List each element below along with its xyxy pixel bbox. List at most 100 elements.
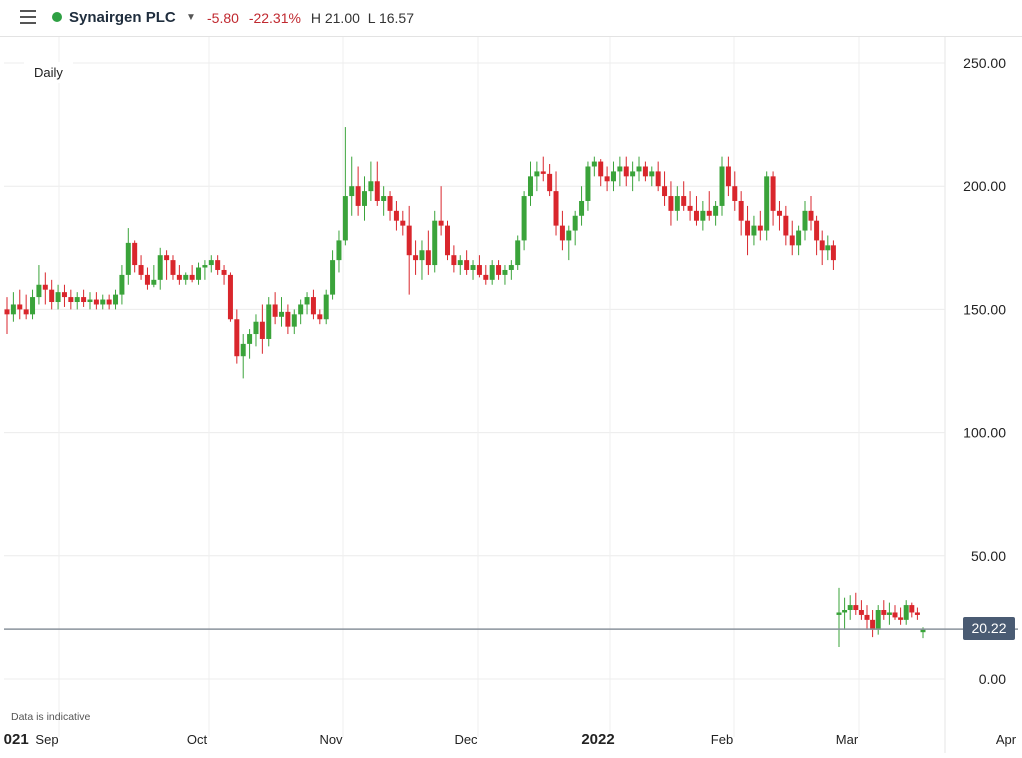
- candle-body: [687, 205, 693, 211]
- candle-body: [751, 225, 757, 236]
- candle-body: [830, 245, 836, 261]
- candle-body: [81, 297, 87, 303]
- candle-body: [870, 619, 876, 630]
- candle-body: [483, 274, 489, 280]
- candle-body: [776, 210, 782, 216]
- candle-body: [892, 612, 898, 618]
- candle-body: [221, 269, 227, 275]
- candle-body: [93, 299, 99, 305]
- candle-body: [909, 605, 915, 613]
- candle-body: [825, 245, 831, 251]
- candle-body: [719, 166, 725, 206]
- candle-body: [164, 255, 170, 261]
- candle-body: [585, 166, 591, 201]
- candle-body: [706, 210, 712, 216]
- candle-body: [374, 181, 380, 201]
- candle-body: [176, 274, 182, 280]
- candle-body: [304, 297, 310, 305]
- instrument-title[interactable]: Synairgen PLC: [69, 9, 176, 26]
- candle-body: [259, 321, 265, 339]
- candle-body: [387, 196, 393, 211]
- candle-body: [202, 265, 208, 268]
- candle-body: [470, 265, 476, 270]
- candlestick-chart[interactable]: 250.00 200.00 150.00 100.00 50.00 0.00 2021 Sep…: [0, 37, 1018, 753]
- candle-body: [864, 614, 870, 620]
- candle-body: [23, 309, 29, 315]
- candle-body: [836, 612, 842, 615]
- candle-body: [842, 610, 848, 613]
- candle-body: [534, 171, 540, 177]
- candle-body: [113, 294, 119, 305]
- candle-body: [342, 196, 348, 241]
- candle-body: [240, 343, 246, 357]
- candle-body: [617, 166, 623, 172]
- candle-body: [508, 265, 514, 270]
- candle-body: [4, 309, 10, 315]
- candle-body: [266, 304, 272, 339]
- x-tick-label: 2021: [4, 731, 29, 748]
- candle-body: [196, 267, 202, 280]
- candle-body: [642, 166, 648, 177]
- candle-body: [700, 210, 706, 221]
- data-disclaimer: Data is indicative: [11, 711, 91, 723]
- caret-down-icon[interactable]: ▼: [186, 12, 196, 23]
- candle-body: [189, 274, 195, 280]
- candle-body: [738, 200, 744, 221]
- candle-body: [272, 304, 278, 317]
- candle-body: [10, 304, 16, 315]
- candle-body: [572, 215, 578, 231]
- candle-body: [234, 319, 240, 357]
- y-tick-label: 200.00: [963, 178, 1006, 194]
- candle-body: [875, 610, 881, 630]
- x-tick-label: Apr: [996, 732, 1017, 747]
- candle-body: [630, 171, 636, 177]
- candle-body: [521, 196, 527, 241]
- market-status-dot: [52, 12, 62, 22]
- candle-body: [170, 260, 176, 275]
- candle-body: [920, 629, 926, 633]
- candle-body: [438, 220, 444, 226]
- candle-body: [362, 191, 368, 206]
- candle-body: [451, 255, 457, 266]
- candle-body: [789, 235, 795, 246]
- candle-body: [814, 220, 820, 241]
- chart-plot-area[interactable]: 250.00 200.00 150.00 100.00 50.00 0.00 2021 Sep…: [0, 37, 1018, 753]
- candle-body: [17, 304, 23, 310]
- candle-body: [547, 173, 553, 192]
- x-tick-label: Dec: [454, 732, 478, 747]
- candle-body: [591, 161, 597, 167]
- candle-body: [349, 186, 355, 197]
- candle-body: [183, 274, 189, 280]
- hamburger-menu-icon[interactable]: [20, 10, 36, 24]
- candle-body: [559, 225, 565, 241]
- candle-body: [858, 610, 864, 615]
- candle-body: [649, 171, 655, 177]
- candle-body: [247, 334, 253, 344]
- candle-body: [674, 196, 680, 211]
- y-tick-label: 50.00: [971, 548, 1006, 564]
- day-high: H 21.00: [310, 10, 360, 26]
- x-tick-label: Nov: [319, 732, 343, 747]
- candle-body: [208, 260, 214, 266]
- candle-body: [881, 610, 887, 615]
- candle-body: [310, 297, 316, 315]
- candle-body: [432, 220, 438, 266]
- candle-body: [757, 225, 763, 231]
- y-tick-label: 150.00: [963, 301, 1006, 317]
- x-tick-label: Feb: [711, 732, 733, 747]
- candle-body: [457, 260, 463, 266]
- candle-body: [100, 299, 106, 305]
- candle-body: [655, 171, 661, 187]
- candle-body: [764, 176, 770, 231]
- candle-body: [49, 289, 55, 303]
- candle-body: [413, 255, 419, 261]
- candle-body: [914, 612, 920, 615]
- interval-selector[interactable]: Daily: [24, 62, 73, 83]
- candle-body: [745, 220, 751, 236]
- candle-body: [725, 166, 731, 187]
- candle-body: [527, 176, 533, 197]
- x-tick-label: Sep: [35, 732, 58, 747]
- x-tick-label: Oct: [187, 732, 208, 747]
- candle-body: [74, 297, 80, 303]
- candle-body: [227, 274, 233, 320]
